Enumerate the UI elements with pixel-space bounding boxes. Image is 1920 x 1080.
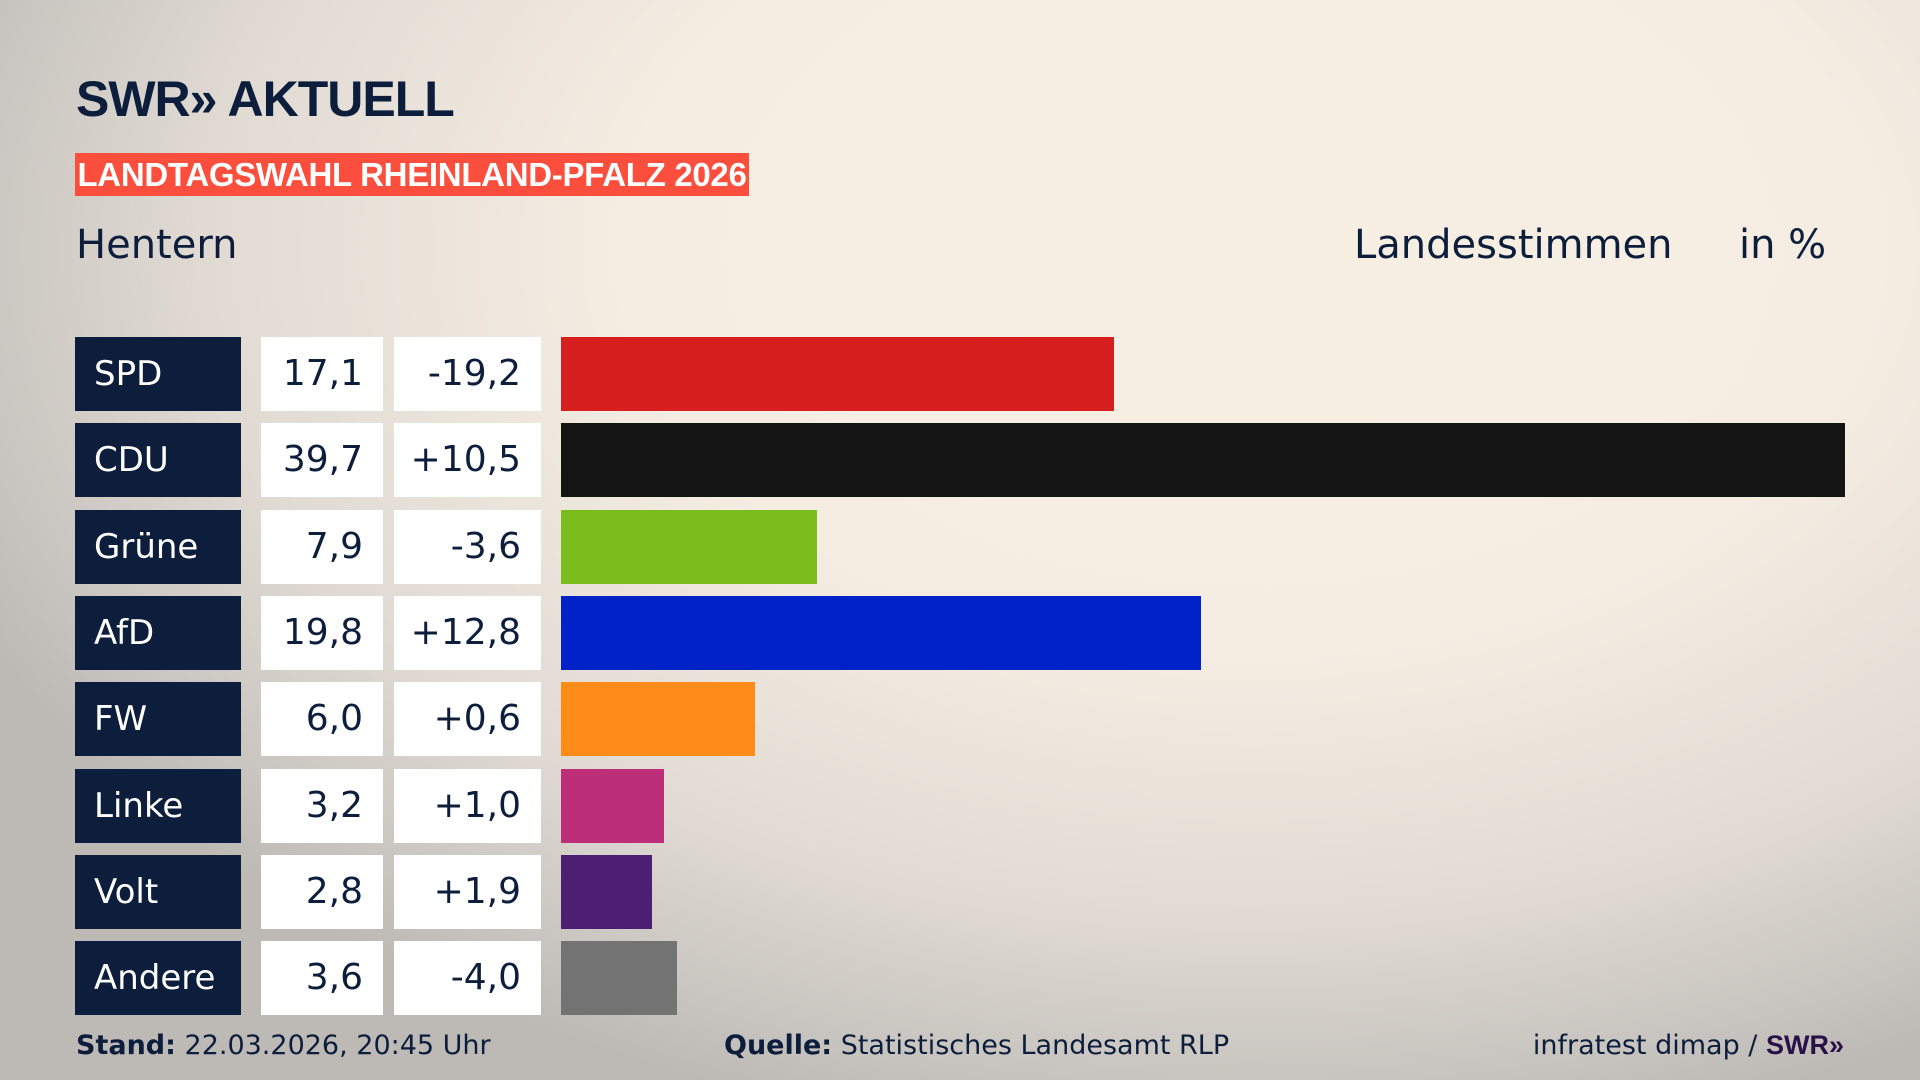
party-change: +10,5 (394, 423, 541, 498)
credit-text: infratest dimap / (1532, 1030, 1766, 1061)
party-name: Linke (75, 768, 241, 843)
party-value: 6,0 (261, 682, 383, 757)
place-title: Hentern (76, 222, 238, 268)
party-name: Volt (75, 854, 241, 929)
party-bar (561, 509, 817, 584)
party-bar (561, 595, 1202, 670)
party-change: +1,0 (394, 768, 541, 843)
party-name: AfD (75, 595, 241, 670)
party-bar (561, 337, 1115, 411)
party-bar (561, 423, 1845, 498)
party-row: AfD 19,8 +12,8 (0, 595, 1920, 670)
party-value: 19,8 (261, 595, 383, 670)
party-row: Linke 3,2 +1,0 (0, 768, 1920, 843)
party-name: Andere (75, 941, 241, 1016)
party-value: 3,6 (261, 941, 383, 1016)
party-change: +12,8 (394, 595, 541, 670)
party-row: SPD 17,1 -19,2 (0, 337, 1920, 411)
party-value: 17,1 (261, 337, 383, 411)
party-row: CDU 39,7 +10,5 (0, 423, 1920, 498)
source-label: Quelle: (724, 1030, 833, 1061)
party-row: FW 6,0 +0,6 (0, 682, 1920, 757)
party-name: FW (75, 682, 241, 757)
credit-info: infratest dimap / SWR» (1533, 1030, 1844, 1061)
party-value: 7,9 (261, 509, 383, 584)
source-info: Quelle: Statistisches Landesamt RLP (724, 1030, 1229, 1061)
measure-label: Landesstimmen (1354, 222, 1673, 268)
party-bar (561, 854, 652, 929)
party-row: Andere 3,6 -4,0 (0, 941, 1920, 1016)
party-bar (561, 682, 756, 757)
party-value: 2,8 (261, 854, 383, 929)
party-value: 39,7 (261, 423, 383, 498)
source-value: Statistisches Landesamt RLP (840, 1030, 1230, 1061)
stand-value: 22.03.2026, 20:45 Uhr (184, 1030, 491, 1061)
stand-info: Stand: 22.03.2026, 20:45 Uhr (76, 1030, 491, 1061)
party-change: -4,0 (394, 941, 541, 1016)
unit-label: in % (1739, 222, 1827, 268)
party-name: CDU (75, 423, 241, 498)
party-row: Grüne 7,9 -3,6 (0, 509, 1920, 584)
party-name: SPD (75, 337, 241, 411)
swr-aktuell-logo: SWR» AKTUELL (76, 71, 455, 127)
swr-small-logo: SWR» (1765, 1030, 1844, 1060)
party-name: Grüne (75, 509, 241, 584)
party-row: Volt 2,8 +1,9 (0, 854, 1920, 929)
party-change: -3,6 (394, 509, 541, 584)
party-change: +1,9 (394, 854, 541, 929)
party-change: +0,6 (394, 682, 541, 757)
party-change: -19,2 (394, 337, 541, 411)
stand-label: Stand: (76, 1030, 176, 1061)
party-bar (561, 941, 678, 1016)
party-bar (561, 768, 665, 843)
party-value: 3,2 (261, 768, 383, 843)
election-banner: LANDTAGSWAHL RHEINLAND-PFALZ 2026 (75, 153, 749, 196)
